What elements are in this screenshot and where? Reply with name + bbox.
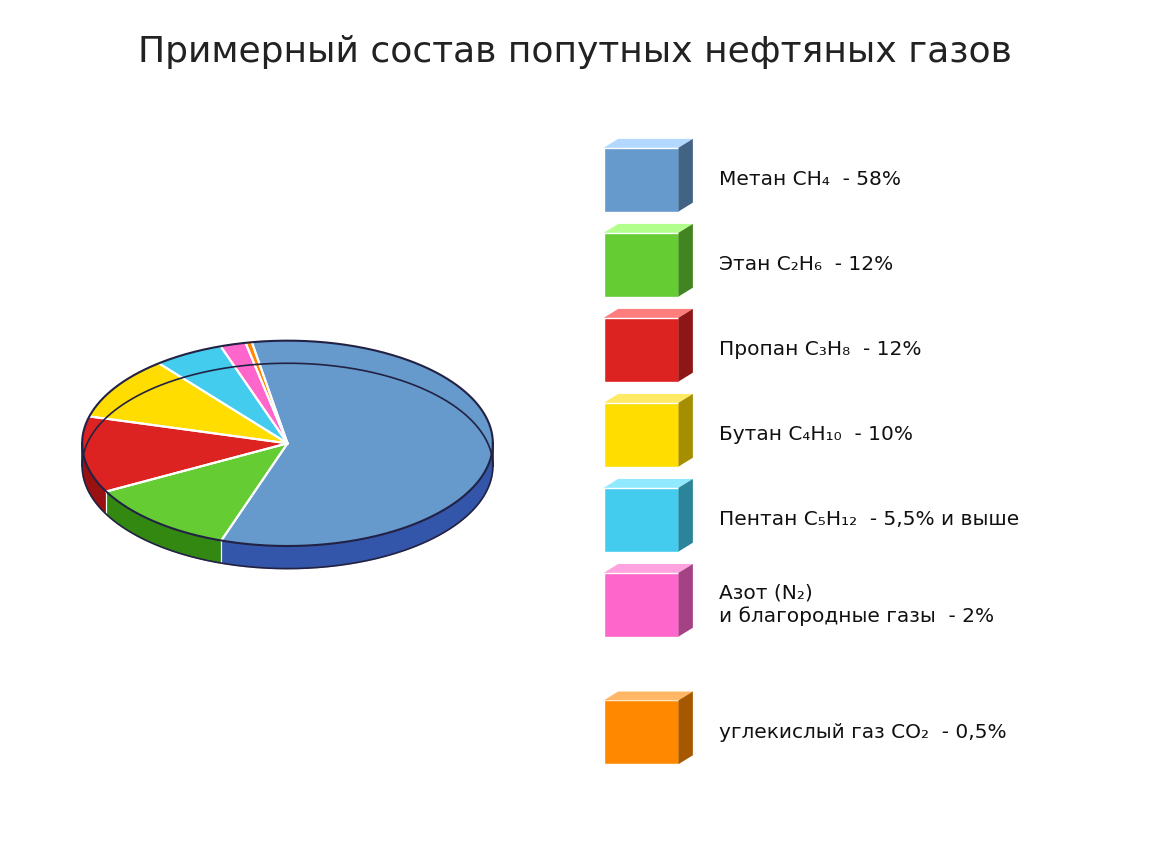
FancyBboxPatch shape (604, 701, 678, 764)
Polygon shape (678, 479, 692, 551)
FancyBboxPatch shape (604, 232, 678, 296)
Polygon shape (159, 346, 288, 443)
Text: Пентан C₅H₁₂  - 5,5% и выше: Пентан C₅H₁₂ - 5,5% и выше (719, 511, 1019, 529)
Text: Примерный состав попутных нефтяных газов: Примерный состав попутных нефтяных газов (138, 35, 1012, 68)
FancyBboxPatch shape (604, 403, 678, 467)
Polygon shape (245, 342, 288, 443)
FancyBboxPatch shape (604, 148, 678, 212)
Polygon shape (82, 416, 288, 492)
Polygon shape (604, 309, 692, 318)
Polygon shape (106, 443, 288, 541)
Polygon shape (221, 340, 493, 546)
Polygon shape (106, 492, 221, 563)
FancyBboxPatch shape (604, 488, 678, 551)
Polygon shape (678, 224, 692, 296)
Text: Этан C₂H₆  - 12%: Этан C₂H₆ - 12% (719, 255, 894, 274)
Polygon shape (604, 564, 692, 573)
Polygon shape (678, 309, 692, 382)
Polygon shape (604, 224, 692, 232)
Polygon shape (604, 139, 692, 148)
Text: Бутан C₄H₁₀  - 10%: Бутан C₄H₁₀ - 10% (719, 425, 913, 444)
Polygon shape (221, 343, 288, 443)
Polygon shape (604, 479, 692, 488)
Text: Метан CH₄  - 58%: Метан CH₄ - 58% (719, 170, 900, 189)
Polygon shape (82, 443, 106, 514)
Polygon shape (678, 691, 692, 764)
Polygon shape (678, 564, 692, 637)
Polygon shape (82, 363, 493, 569)
Text: Пропан C₃H₈  - 12%: Пропан C₃H₈ - 12% (719, 340, 921, 359)
Polygon shape (678, 139, 692, 212)
FancyBboxPatch shape (604, 318, 678, 382)
Polygon shape (604, 691, 692, 701)
Polygon shape (678, 394, 692, 467)
Text: Азот (N₂)
и благородные газы  - 2%: Азот (N₂) и благородные газы - 2% (719, 584, 994, 626)
Polygon shape (604, 394, 692, 403)
FancyBboxPatch shape (604, 573, 678, 637)
Polygon shape (221, 443, 493, 569)
Text: углекислый газ CO₂  - 0,5%: углекислый газ CO₂ - 0,5% (719, 723, 1006, 741)
Polygon shape (90, 363, 288, 443)
